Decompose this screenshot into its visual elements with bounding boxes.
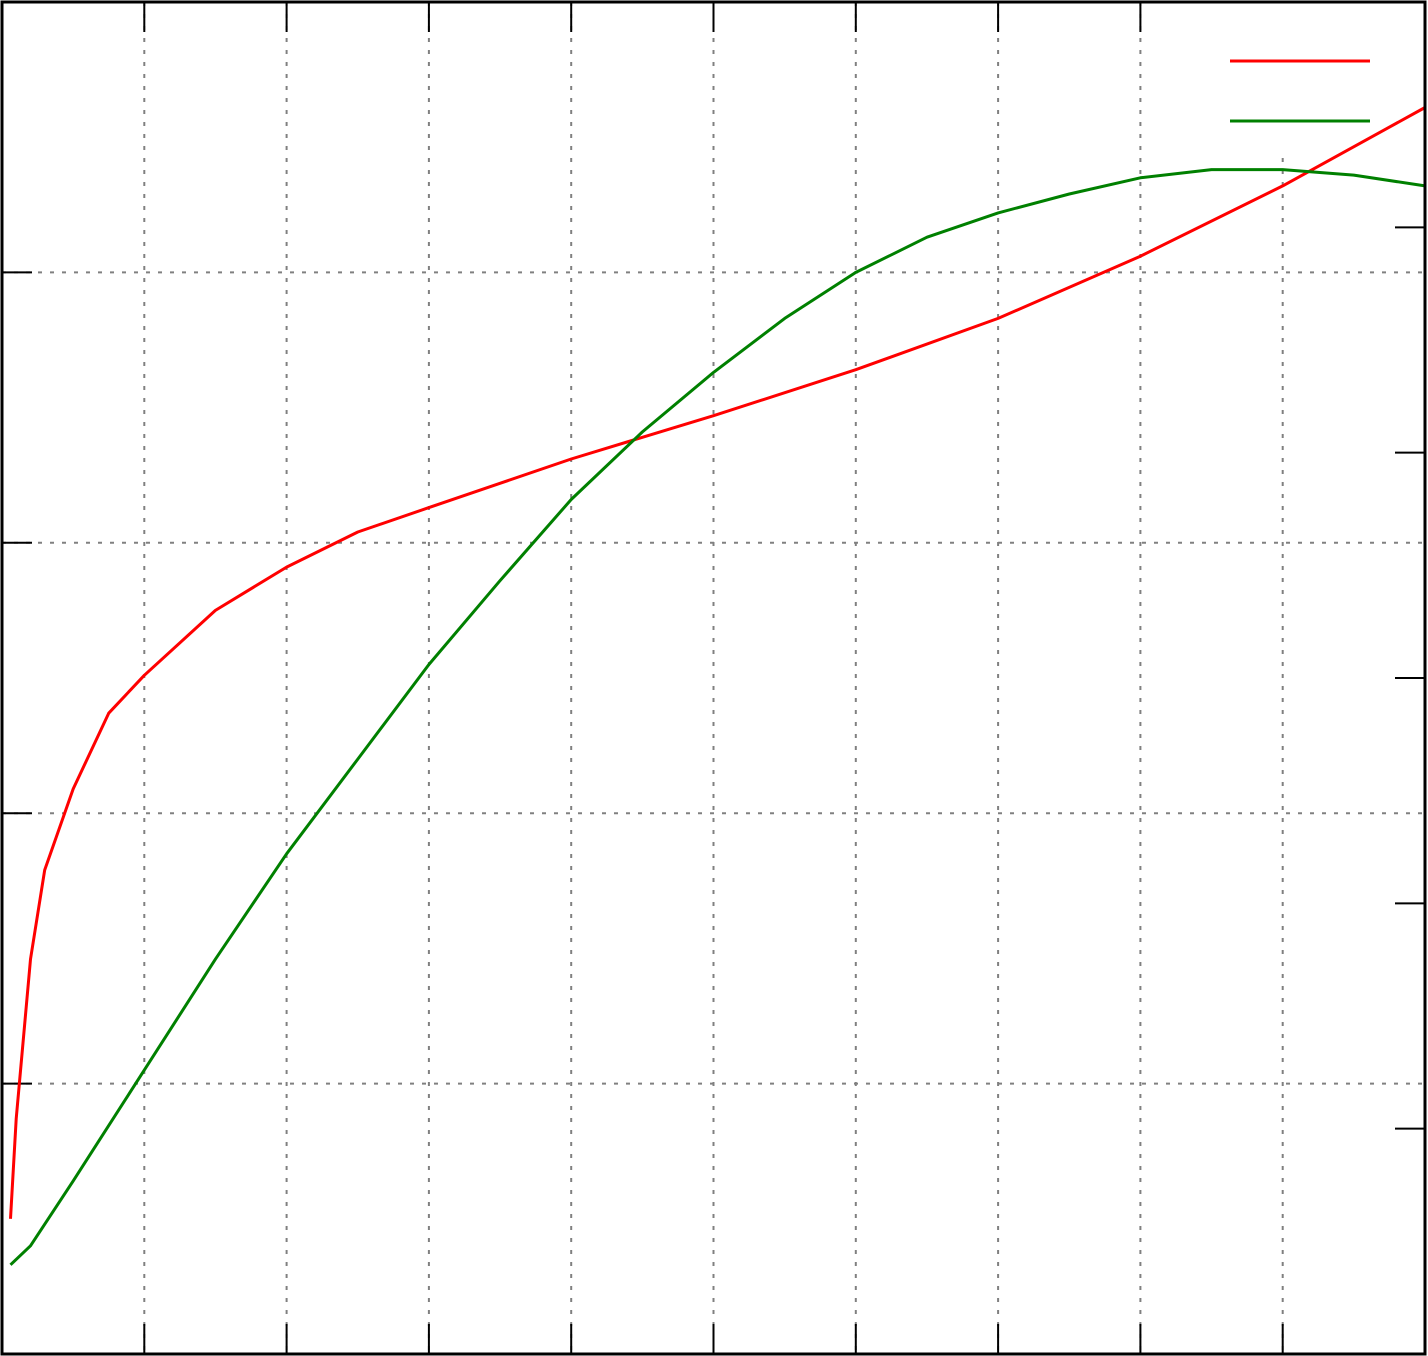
line-series: [9, 106, 1426, 1219]
line-series: [9, 168, 1426, 1266]
legend-box: [1145, 3, 1424, 150]
